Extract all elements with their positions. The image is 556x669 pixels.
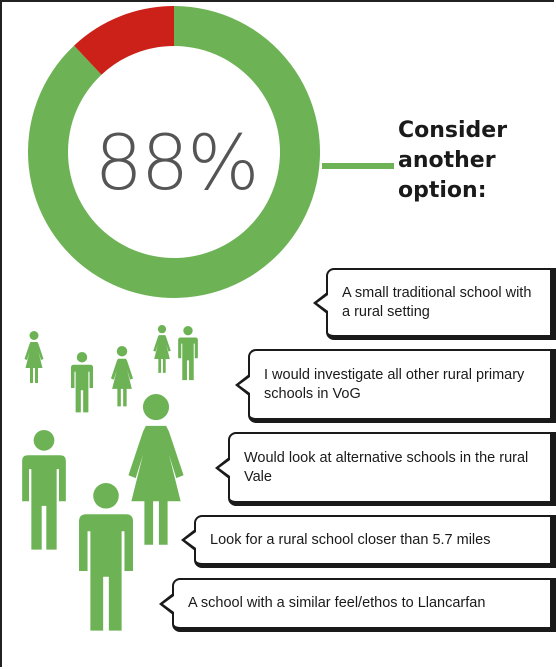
donut-chart: [27, 6, 320, 298]
headline-line-3: option:: [398, 178, 487, 203]
response-text-5: A school with a similar feel/ethos to Ll…: [188, 595, 486, 611]
response-bubble-1: A small traditional school with a rural …: [313, 268, 556, 340]
donut-center-label: 88%: [94, 118, 260, 207]
response-bubble-4: Look for a rural school closer than 5.7 …: [181, 515, 556, 568]
headline-line-1: Consider: [398, 118, 508, 143]
male-person-icon-5: [178, 326, 198, 381]
female-person-icon-3: [110, 346, 134, 407]
headline-line-2: another: [398, 148, 496, 173]
connector-line: [322, 163, 394, 169]
response-text-1: A small traditional school with a rural …: [342, 284, 532, 320]
donut-slice-2: [74, 6, 174, 75]
response-text-4: Look for a rural school closer than 5.7 …: [210, 531, 491, 548]
female-person-icon-7: [128, 394, 184, 545]
male-person-icon-2: [70, 352, 94, 413]
headline: Consider another option:: [398, 116, 548, 206]
female-person-icon-1: [24, 331, 44, 383]
female-person-icon-4: [153, 325, 171, 373]
male-person-icon-8: [79, 483, 133, 631]
response-text-3: Would look at alternative schools in the…: [244, 449, 529, 485]
response-text-2: I would investigate all other rural prim…: [264, 366, 525, 402]
response-bubble-5: A school with a similar feel/ethos to Ll…: [159, 578, 556, 632]
male-person-icon-6: [22, 430, 66, 550]
response-bubble-2: I would investigate all other rural prim…: [235, 349, 556, 423]
response-bubble-3: Would look at alternative schools in the…: [215, 432, 556, 506]
